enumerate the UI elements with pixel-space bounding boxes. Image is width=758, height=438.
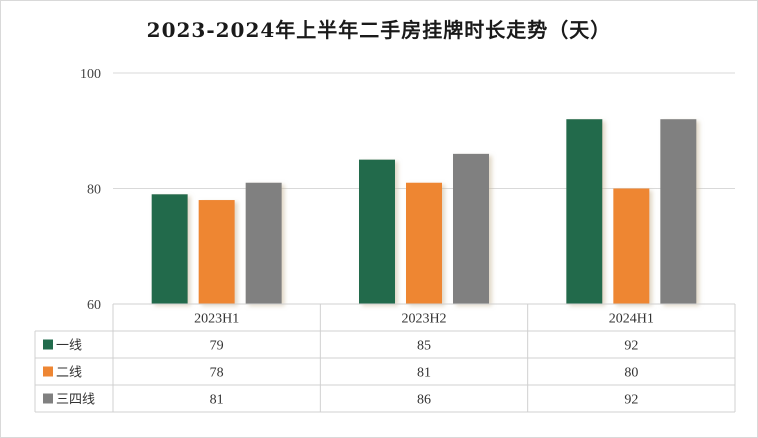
data-table-value: 81 [417, 366, 431, 381]
data-table-value: 81 [210, 393, 224, 408]
data-table-value: 78 [210, 366, 224, 381]
legend-label: 二线 [56, 366, 82, 381]
bars [151, 119, 697, 304]
data-table: 2023H1 2023H2 2024H1 一线 79 85 92 二线 78 81 80 三四线 81 8… [34, 303, 736, 413]
y-tick-label: 80 [87, 183, 101, 198]
x-tick-label: 2023H2 [401, 312, 446, 327]
data-table-value: 86 [417, 393, 431, 408]
bar [359, 159, 395, 304]
bar [613, 188, 650, 304]
data-table-value: 92 [624, 393, 638, 408]
bar [566, 119, 603, 304]
bar [198, 200, 235, 304]
legend-swatch [43, 393, 53, 404]
bar [151, 194, 188, 304]
data-table-value: 85 [417, 339, 431, 354]
bar [660, 119, 697, 304]
y-tick-label: 60 [87, 298, 101, 313]
x-tick-label: 2023H1 [194, 312, 239, 327]
data-table-value: 79 [210, 339, 224, 354]
legend-label: 一线 [56, 339, 82, 354]
legend-swatch [43, 339, 53, 350]
bar [245, 182, 282, 304]
y-axis: 60 80 100 [80, 67, 101, 313]
legend-swatch [43, 366, 53, 377]
bar [406, 182, 442, 304]
chart-title: 2023-2024年上半年二手房挂牌时长走势（天） [146, 18, 612, 42]
gridlines [113, 72, 735, 189]
data-table-value: 92 [624, 339, 638, 354]
bar [453, 153, 489, 304]
y-tick-label: 100 [80, 67, 101, 82]
legend-label: 三四线 [56, 393, 95, 408]
x-tick-label: 2024H1 [609, 312, 654, 327]
data-table-value: 80 [624, 366, 638, 381]
